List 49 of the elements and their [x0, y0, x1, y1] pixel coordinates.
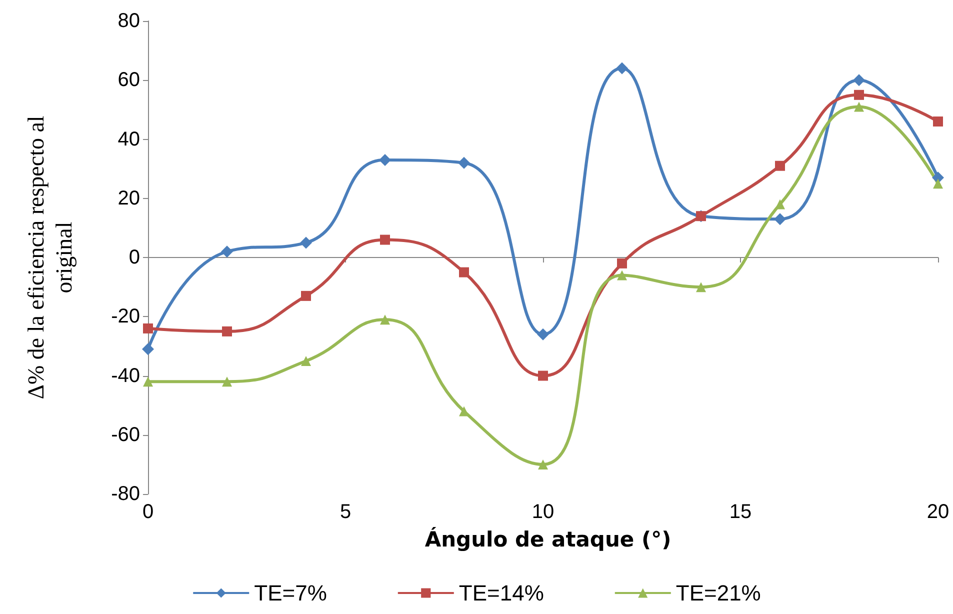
point [853, 74, 865, 86]
point [854, 102, 864, 112]
x-tick-label: 10 [532, 501, 554, 523]
y-tick-label: 40 [118, 128, 140, 150]
point [459, 267, 469, 278]
point [933, 116, 943, 127]
point [143, 376, 153, 387]
point [538, 459, 548, 470]
y-tick-label: -40 [111, 364, 140, 387]
y-tick-label: 20 [118, 187, 140, 210]
point [617, 270, 627, 280]
legend-label: TE=7% [254, 580, 327, 606]
point [458, 156, 470, 169]
y-tick-label: -80 [111, 483, 140, 505]
x-tick-label: 20 [926, 501, 950, 523]
y-tick-label: 0 [128, 246, 140, 268]
point [696, 282, 706, 292]
legend-label: TE=14% [458, 580, 544, 606]
point [459, 406, 469, 416]
point [538, 370, 548, 381]
point [933, 178, 943, 189]
point [301, 290, 311, 301]
point [537, 328, 549, 340]
y-tick-label: -60 [111, 424, 140, 446]
point [143, 323, 153, 334]
x-tick-label: 5 [340, 501, 352, 523]
point [380, 234, 390, 245]
point [222, 376, 232, 387]
point [221, 246, 233, 258]
point [775, 160, 785, 171]
point [222, 326, 232, 336]
point [775, 199, 785, 210]
point [854, 90, 864, 100]
point [300, 236, 312, 249]
y-tick-label: 80 [118, 10, 140, 32]
point [379, 154, 391, 166]
y-tick-label: -20 [111, 306, 140, 328]
legend-label: TE=21% [676, 580, 761, 606]
x-axis-title: Ángulo de ataque (°) [424, 526, 672, 552]
y-axis-title: Δ% de la eficiencia respecto al original [24, 116, 76, 400]
y-tick-label: 60 [118, 69, 140, 92]
point [301, 356, 311, 366]
x-tick-label: 15 [729, 501, 752, 523]
point [380, 314, 390, 325]
point [774, 213, 786, 226]
point [616, 62, 628, 74]
point [142, 343, 154, 356]
x-tick-label: 0 [142, 501, 154, 523]
point [617, 258, 627, 268]
